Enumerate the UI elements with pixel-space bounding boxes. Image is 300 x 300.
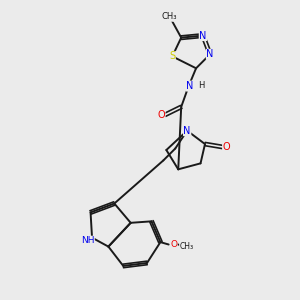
Text: N: N [206,49,214,59]
Text: CH₃: CH₃ [179,242,194,250]
Text: O: O [158,110,165,120]
Text: N: N [184,126,191,136]
Text: O: O [170,240,177,249]
Text: N: N [186,81,194,91]
Text: NH: NH [81,236,94,245]
Text: N: N [199,31,207,40]
Text: S: S [169,51,176,62]
Text: H: H [198,81,204,90]
Text: CH₃: CH₃ [161,12,177,21]
Text: O: O [223,142,230,152]
